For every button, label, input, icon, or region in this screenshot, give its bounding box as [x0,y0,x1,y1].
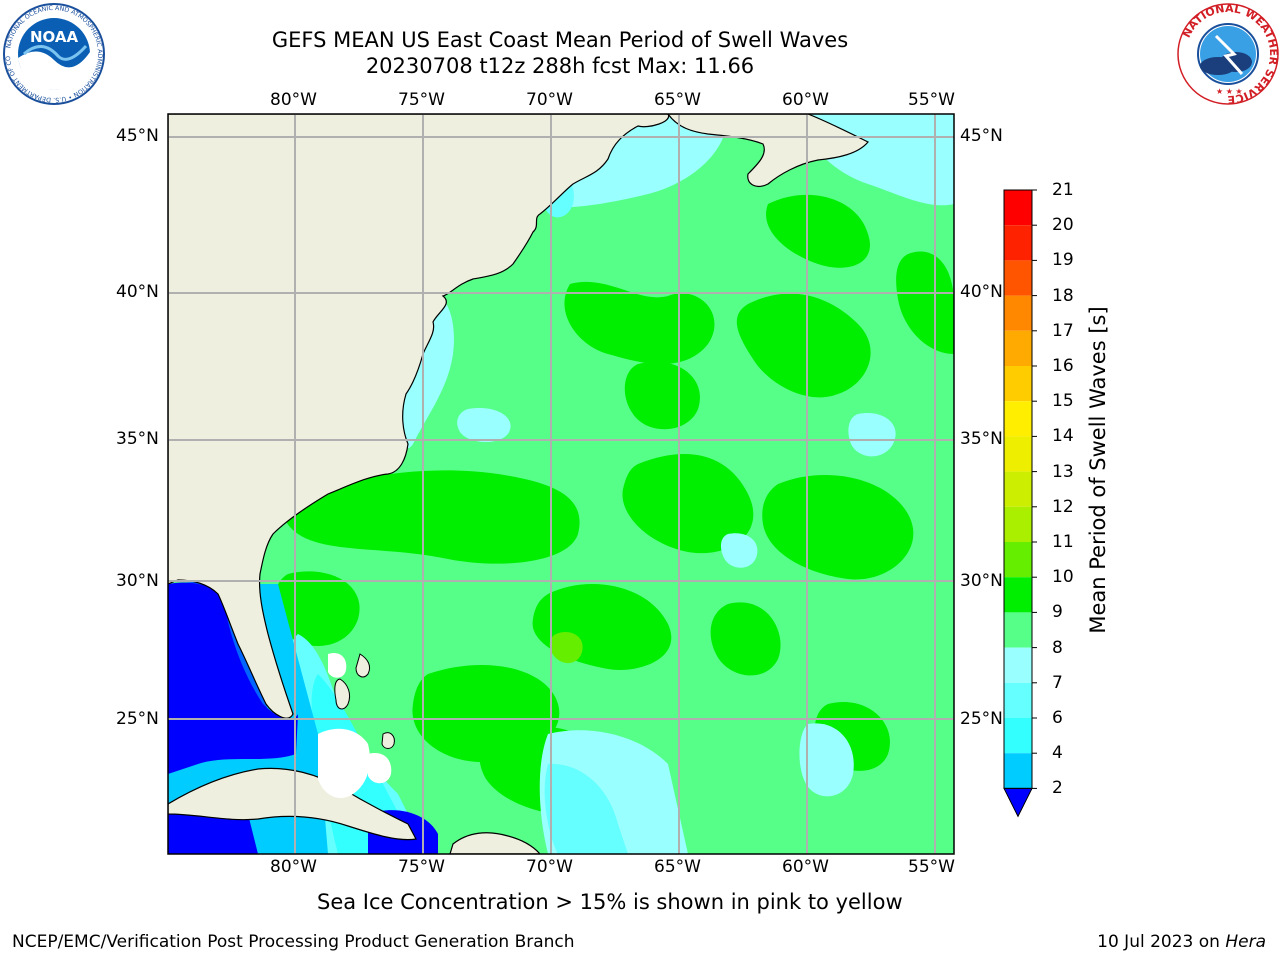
lat-label-left: 35°N [116,429,159,449]
colorbar-segment [1004,401,1032,437]
colorbar-segment [1004,718,1032,754]
lon-label-bottom: 80°W [270,857,317,877]
colorbar-tick-label: 15 [1052,391,1074,412]
colorbar-tick-label: 16 [1052,356,1074,376]
colorbar-tick-label: 4 [1052,743,1063,764]
colorbar-frame [1003,189,1033,789]
colorbar-segment [1004,542,1032,578]
swell-field-11-12s [549,632,583,664]
lon-label-top: 55°W [908,90,955,110]
date-text: 10 Jul 2023 on [1097,932,1220,952]
lat-label-left: 40°N [116,282,159,302]
credit-line: NCEP/EMC/Verification Post Processing Pr… [12,932,575,952]
colorbar-tick-label: 14 [1052,426,1074,447]
colorbar-segment [1004,506,1032,542]
lon-label-bottom: 60°W [782,857,829,877]
lon-label-top: 60°W [782,90,829,110]
lon-label-bottom: 55°W [908,857,955,877]
colorbar-tick-label: 2 [1052,778,1063,799]
colorbar-segment [1004,436,1032,472]
colorbar-segment [1004,225,1032,261]
colorbar-segment [1004,612,1032,648]
colorbar-segment [1004,366,1032,402]
lon-label-top: 75°W [398,90,445,110]
chart-title: GEFS MEAN US East Coast Mean Period of S… [271,28,849,52]
colorbar-tick-label: 10 [1052,567,1074,588]
colorbar-segment [1004,190,1032,226]
map-panel [167,113,955,855]
colorbar-segment [1004,260,1032,296]
colorbar-segment [1004,577,1032,613]
colorbar-under-arrow [1003,787,1033,818]
colorbar-segment [1004,471,1032,507]
colorbar-segment [1004,295,1032,331]
colorbar-segment [1004,330,1032,366]
chart-subtitle: 20230708 t12z 288h fcst Max: 11.66 [365,54,755,78]
colorbar-tick-label: 17 [1052,320,1074,341]
lon-label-top: 80°W [270,90,317,110]
noaa-logo: NATIONAL OCEANIC AND ATMOSPHERIC ADMINIS… [0,0,105,105]
colorbar-tick-label: 19 [1052,250,1074,271]
lon-label-bottom: 70°W [526,857,573,877]
colorbar-tick-label: 9 [1052,602,1063,623]
colorbar-tick-label: 20 [1052,215,1074,236]
lat-label-right: 35°N [960,429,1003,449]
colorbar-tick-label: 18 [1052,285,1074,306]
colorbar-title: Mean Period of Swell Waves [s] [1086,306,1110,634]
colorbar-tick-label: 13 [1052,461,1074,482]
colorbar [1003,189,1037,818]
lon-label-bottom: 65°W [654,857,701,877]
map-frame [167,113,955,855]
colorbar-tick-label: 12 [1052,496,1074,517]
lat-label-right: 45°N [960,126,1003,146]
land [168,114,869,854]
colorbar-tick-label: 8 [1052,637,1063,658]
lon-label-bottom: 75°W [398,857,445,877]
colorbar-tick-label: 7 [1052,672,1063,693]
sea-ice-note: Sea Ice Concentration > 15% is shown in … [317,890,903,914]
lon-label-top: 70°W [526,90,573,110]
graticule [168,114,954,854]
lat-label-right: 40°N [960,282,1003,302]
lon-label-top: 65°W [654,90,701,110]
colorbar-segment [1004,647,1032,683]
svg-text:★ ★ ★: ★ ★ ★ [1216,87,1243,96]
colorbar-tick-label: 6 [1052,708,1063,728]
colorbar-tick-label: 21 [1052,180,1074,200]
lat-label-left: 45°N [116,126,159,146]
colorbar-segment [1004,682,1032,718]
lat-label-right: 25°N [960,709,1003,729]
colorbar-tick-label: 11 [1052,532,1074,552]
colorbar-segment [1004,753,1032,789]
lat-label-left: 25°N [116,709,159,729]
machine-name: Hera [1225,932,1266,952]
lat-label-left: 30°N [116,571,159,591]
nws-logo: NATIONAL WEATHER SERVICE ★ ★ ★ [1177,2,1280,106]
no-data-areas [318,652,392,799]
date-stamp: 10 Jul 2023 on Hera [1097,932,1266,952]
lat-label-right: 30°N [960,571,1003,591]
noaa-logo-text: NOAA [30,28,79,46]
